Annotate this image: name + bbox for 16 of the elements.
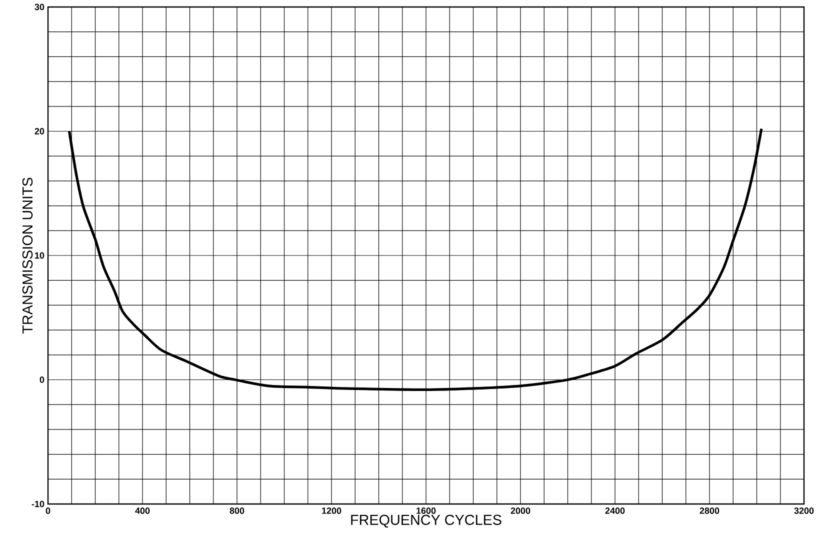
y-axis-title: TRANSMISSION UNITS xyxy=(22,178,33,334)
x-tick-label: 2400 xyxy=(605,508,625,514)
y-tick-label: 30 xyxy=(34,4,44,10)
x-tick-label: 0 xyxy=(46,508,50,514)
x-axis-title: FREQUENCY CYCLES xyxy=(351,514,502,528)
x-tick-label: 2000 xyxy=(510,508,530,514)
y-tick-label: 0 xyxy=(40,376,44,383)
y-tick-label: 10 xyxy=(35,252,44,259)
y-tick-label: -10 xyxy=(32,500,44,508)
x-tick-label: 400 xyxy=(135,508,150,514)
x-tick-label: 1600 xyxy=(416,508,436,514)
x-tick-label: 3200 xyxy=(794,508,814,514)
x-tick-label: 2800 xyxy=(700,508,720,514)
y-tick-label: 20 xyxy=(34,128,44,134)
x-tick-label: 1200 xyxy=(322,508,342,514)
x-tick-label: 800 xyxy=(230,508,244,514)
